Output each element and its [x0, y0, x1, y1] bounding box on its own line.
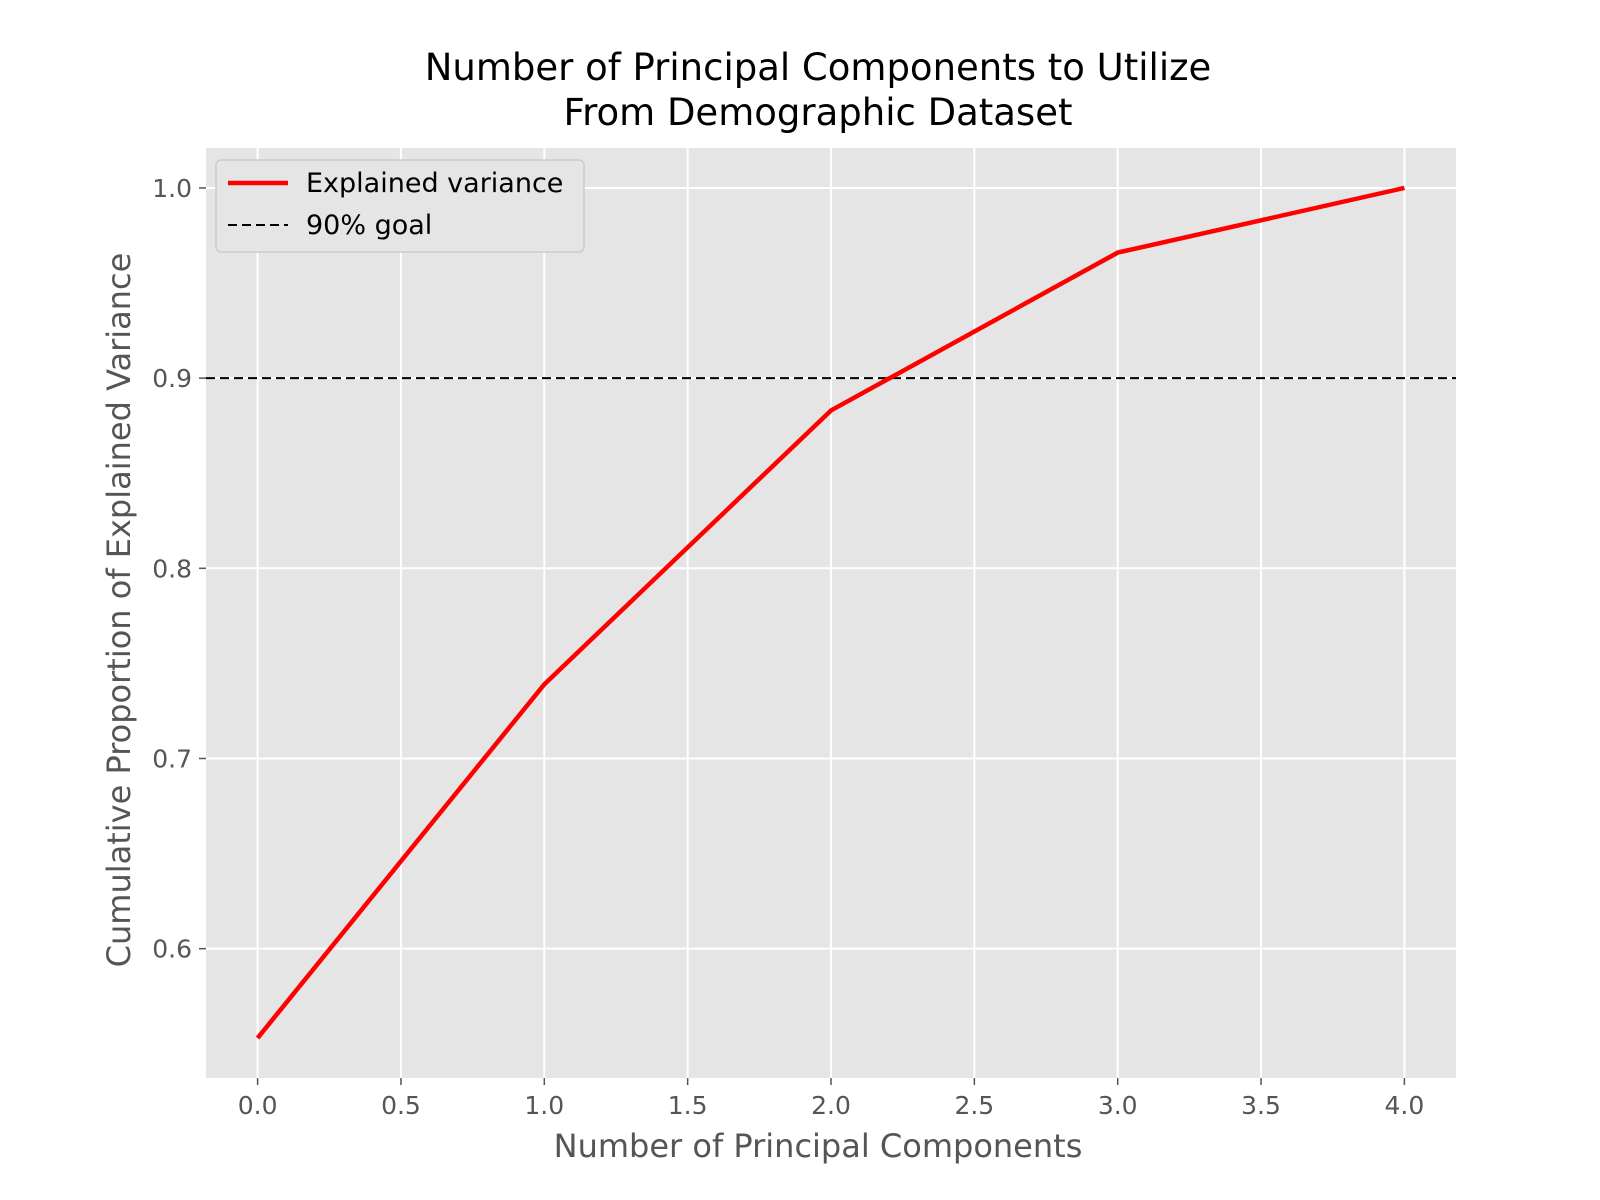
x-axis-ticks: 0.0 0.5 1.0 1.5 2.0 2.5 3.0 3.5 4.0 [238, 1078, 1425, 1120]
x-tick-label: 1.0 [524, 1091, 564, 1120]
x-tick-label: 2.0 [811, 1091, 851, 1120]
y-tick-label: 0.7 [152, 744, 192, 773]
chart-title-line-1: Number of Principal Components to Utiliz… [425, 46, 1212, 89]
y-tick-label: 0.8 [152, 554, 192, 583]
y-tick-label: 1.0 [152, 174, 192, 203]
legend-box [215, 159, 585, 253]
x-tick-label: 4.0 [1385, 1091, 1425, 1120]
grid-lines [206, 148, 1456, 1078]
y-tick-label: 0.6 [152, 935, 192, 964]
y-tick-label: 0.9 [152, 364, 192, 393]
legend: Explained variance 90% goal [215, 159, 585, 253]
legend-label-explained-variance: Explained variance [306, 168, 563, 199]
x-tick-label: 3.0 [1098, 1091, 1138, 1120]
x-tick-label: 0.5 [381, 1091, 421, 1120]
x-tick-label: 2.5 [954, 1091, 994, 1120]
x-axis-label: Number of Principal Components [554, 1127, 1083, 1165]
series-lines [255, 185, 1405, 1040]
legend-label-90-goal: 90% goal [306, 210, 432, 241]
x-tick-label: 1.5 [668, 1091, 708, 1120]
x-tick-label: 0.0 [238, 1091, 278, 1120]
y-axis-ticks: 0.6 0.7 0.8 0.9 1.0 [152, 174, 206, 964]
y-axis-label: Cumulative Proportion of Explained Varia… [100, 253, 138, 968]
x-tick-label: 3.5 [1241, 1091, 1281, 1120]
chart-title-line-2: From Demographic Dataset [564, 91, 1073, 134]
